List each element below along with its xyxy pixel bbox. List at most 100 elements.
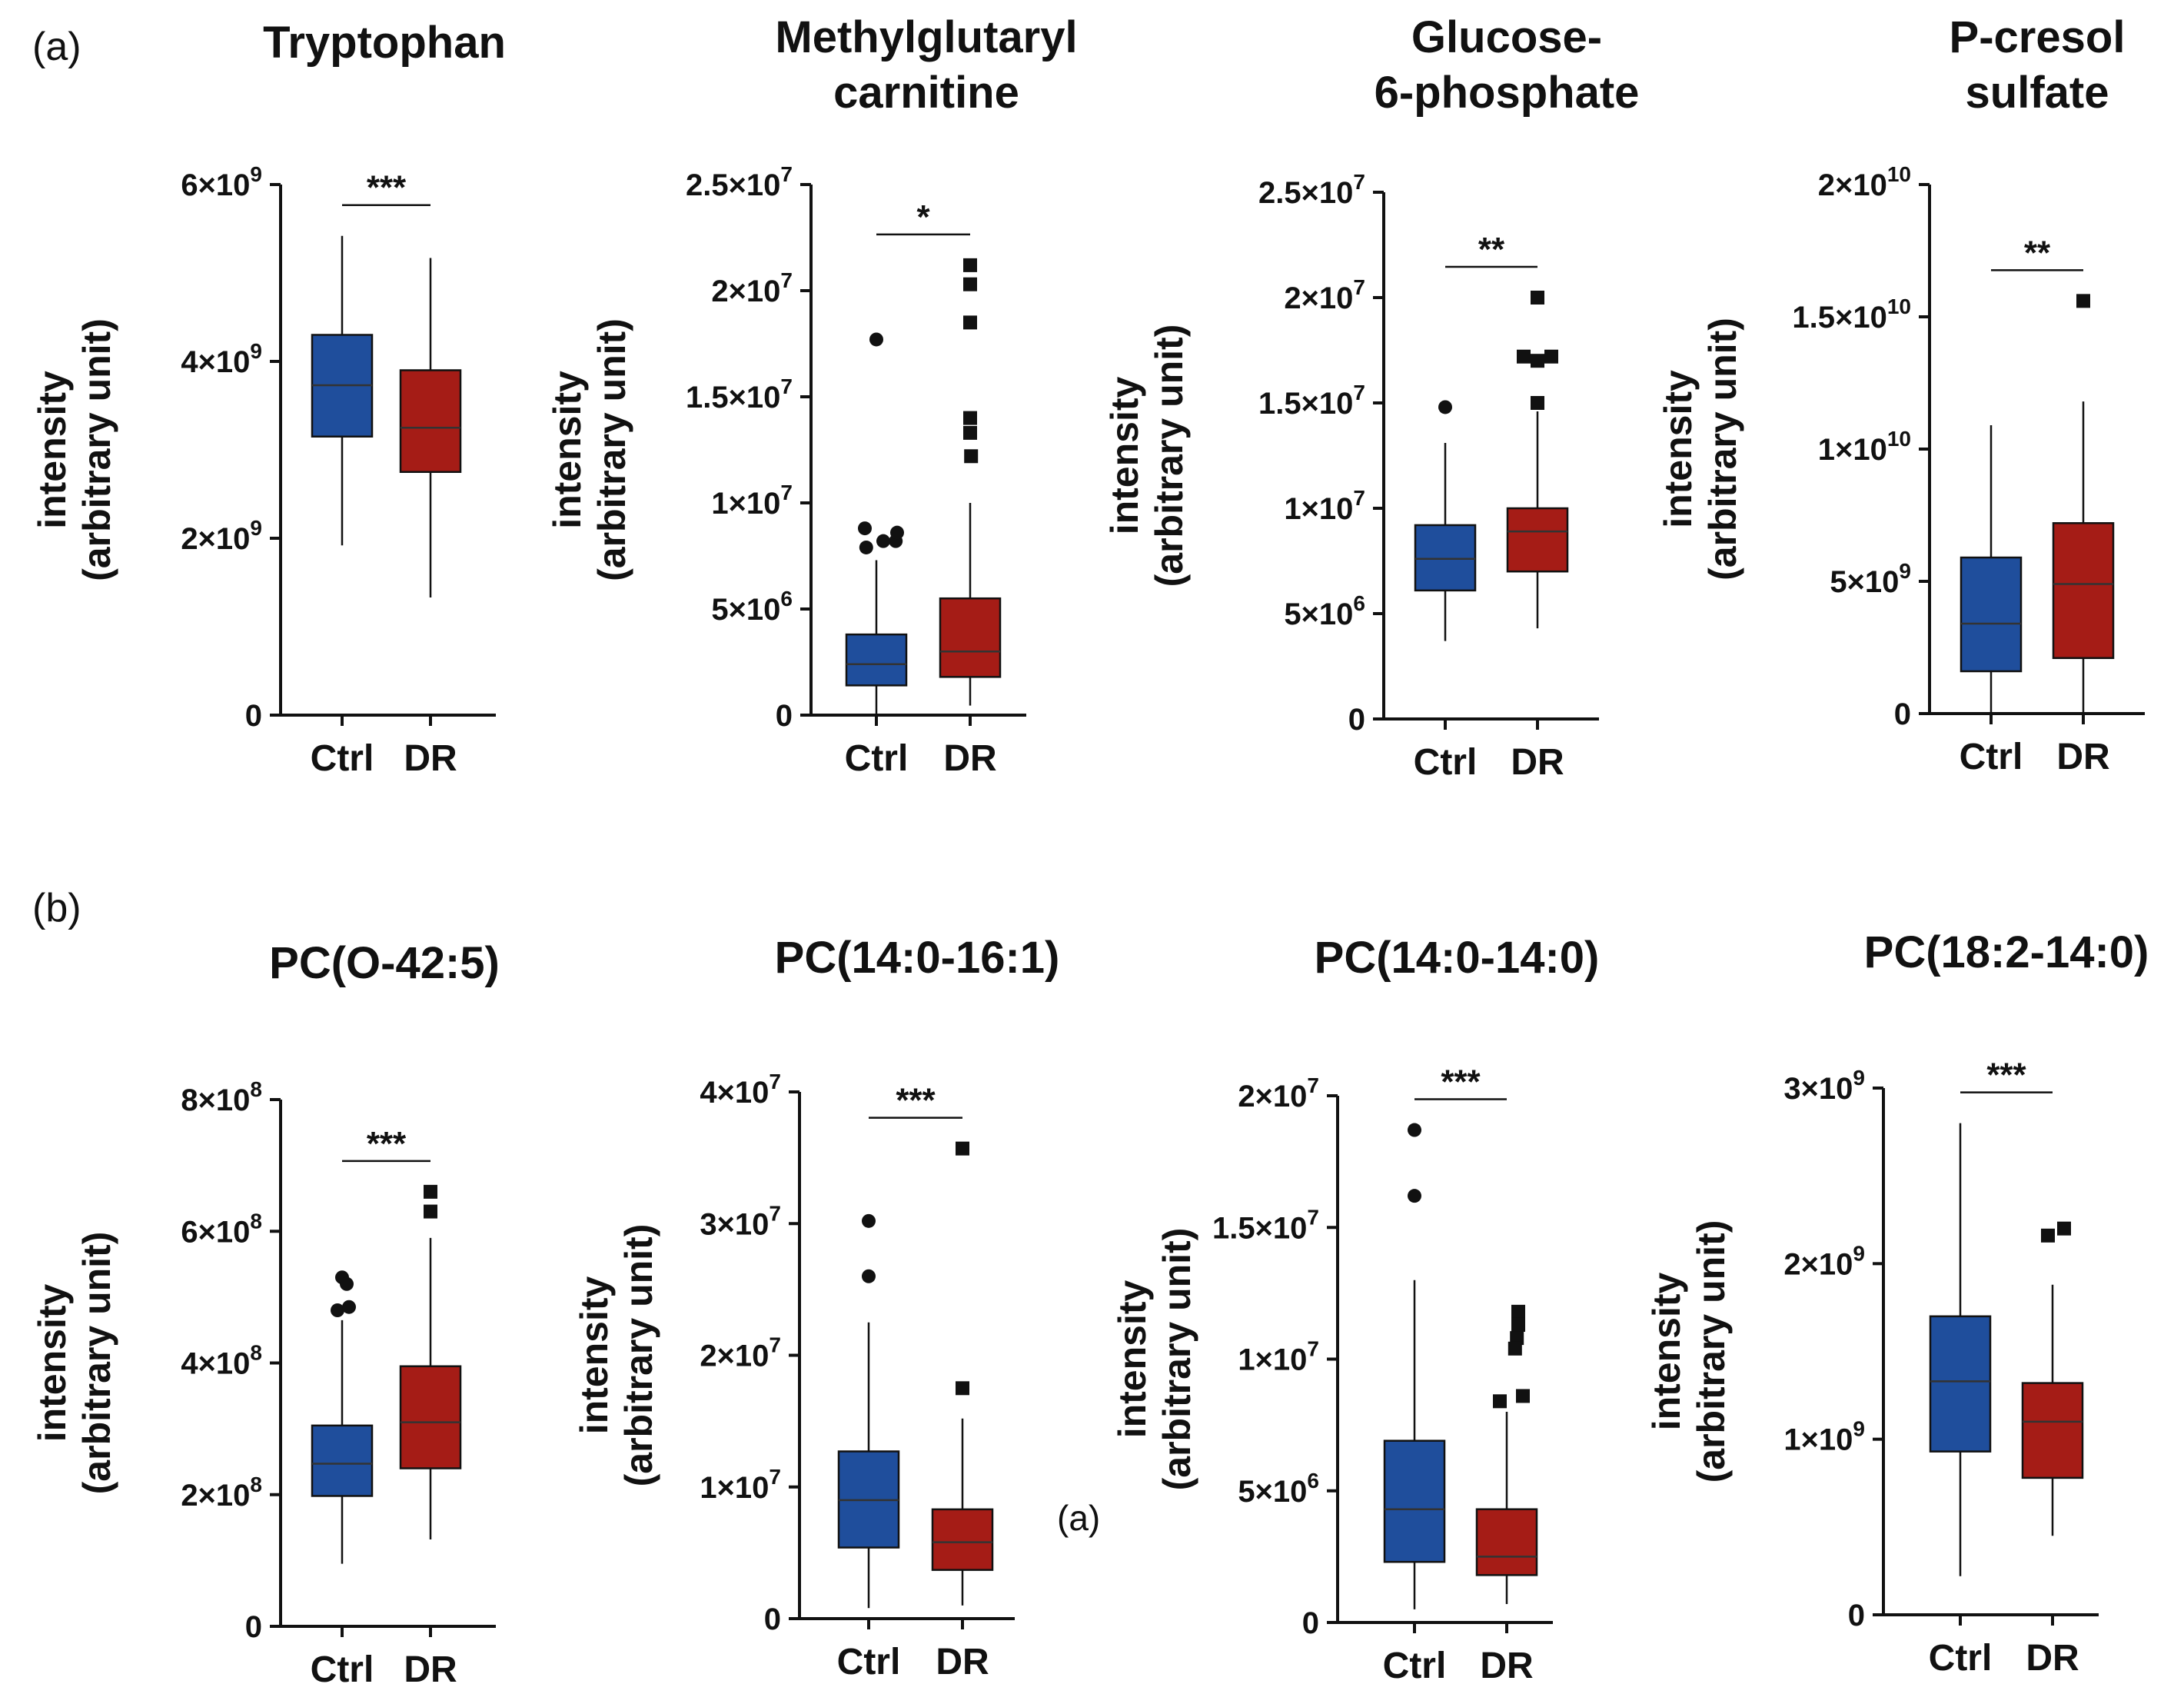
outlier-point: [1511, 1317, 1525, 1332]
plot-title-line: carnitine: [833, 68, 1019, 118]
box-ctrl: [311, 1424, 374, 1497]
box-ctrl: [1960, 556, 2023, 673]
y-tick-label: 0: [1894, 697, 1911, 731]
y-tick-label: 3×107: [700, 1201, 781, 1241]
y-axis-label-line: intensity: [573, 1276, 616, 1435]
box-dr: [1506, 507, 1569, 573]
significance-label: ***: [1986, 1057, 2026, 1094]
outlier-point: [890, 525, 904, 540]
y-tick-label: 6×108: [181, 1209, 262, 1249]
y-axis-label-line: (arbitrary unit): [590, 318, 633, 581]
outlier-point: [1493, 1394, 1507, 1409]
y-tick-label: 2×109: [181, 516, 262, 556]
significance-label: **: [1478, 231, 1505, 268]
y-tick-label: 0: [245, 1610, 262, 1644]
y-tick-label: 2.5×107: [1258, 170, 1365, 210]
boxplot-1: Tryptophan intensity (arbitrary unit) 0 2×10…: [31, 18, 506, 779]
outlier-point: [1531, 396, 1544, 410]
y-tick-label: 2×107: [700, 1333, 781, 1373]
panel-label-b: (b): [32, 886, 81, 930]
x-category-label: DR: [1511, 742, 1564, 783]
y-tick-label: 1×107: [700, 1465, 781, 1505]
outlier-point: [876, 534, 890, 548]
y-tick-label: 2.5×107: [686, 162, 793, 202]
outlier-point: [1511, 1304, 1525, 1319]
outlier-point: [1408, 1189, 1421, 1203]
x-category-label: Ctrl: [1929, 1638, 1993, 1679]
y-tick-label: 1.5×107: [1258, 381, 1365, 421]
significance-label: **: [2024, 234, 2051, 271]
outlier-point: [858, 521, 872, 536]
outlier-point: [956, 1381, 969, 1396]
box-dr: [399, 369, 462, 473]
outlier-point: [859, 540, 873, 554]
y-axis-label-line: (arbitrary unit): [617, 1224, 660, 1487]
y-axis-label-line: (arbitrary unit): [75, 1232, 118, 1495]
y-tick-label: 1×107: [711, 481, 793, 521]
y-tick-label: 2×107: [1284, 275, 1365, 315]
y-tick-label: 0: [1302, 1606, 1319, 1640]
plot-title-line: P-cresol: [1950, 12, 2126, 62]
boxplot-3: Glucose- 6-phosphate intensity (arbitrary u…: [1103, 12, 1639, 783]
y-axis-label-line: intensity: [1111, 1280, 1154, 1439]
plot-title-line: 6-phosphate: [1375, 68, 1640, 118]
outlier-point: [1517, 349, 1531, 364]
y-tick-label: 1.5×107: [1212, 1205, 1319, 1245]
stray-label: (a): [1057, 1498, 1100, 1538]
y-tick-label: 1×109: [1783, 1417, 1865, 1457]
y-tick-label: 1×107: [1284, 486, 1365, 526]
y-tick-label: 8×108: [181, 1077, 262, 1117]
outlier-point: [1531, 354, 1544, 368]
y-axis-label-line: (arbitrary unit): [1690, 1220, 1733, 1483]
y-tick-label: 2×108: [181, 1473, 262, 1513]
box-dr: [2052, 522, 2115, 660]
x-category-label: Ctrl: [311, 738, 374, 779]
outlier-point: [956, 1141, 969, 1156]
outlier-point: [340, 1276, 354, 1291]
significance-label: ***: [367, 169, 407, 207]
x-category-label: DR: [1480, 1646, 1533, 1686]
outlier-point: [342, 1300, 356, 1314]
x-category-label: Ctrl: [1414, 742, 1478, 783]
outlier-point: [424, 1184, 437, 1199]
significance-label: ***: [896, 1082, 936, 1120]
y-tick-label: 5×106: [1238, 1469, 1319, 1509]
y-axis-label-line: intensity: [546, 371, 589, 529]
y-axis-label-line: intensity: [31, 371, 74, 529]
boxplot-2: Methylglutaryl carnitine intensity (arbitra…: [546, 12, 1078, 779]
significance-label: *: [916, 198, 930, 236]
outlier-point: [963, 411, 977, 425]
box-dr: [931, 1508, 994, 1571]
panel-label-a: (a): [32, 25, 81, 69]
y-tick-label: 1.5×1010: [1792, 295, 1911, 334]
y-tick-label: 6×109: [181, 162, 262, 202]
outlier-point: [964, 449, 979, 464]
x-category-label: DR: [404, 1649, 457, 1690]
x-category-label: DR: [936, 1642, 989, 1682]
y-tick-label: 4×109: [181, 339, 262, 379]
plot-title-line: PC(18:2-14:0): [1864, 927, 2149, 977]
y-tick-label: 5×106: [711, 587, 793, 627]
x-category-label: DR: [404, 738, 457, 779]
y-axis-label-line: (arbitrary unit): [75, 318, 118, 581]
outlier-point: [1531, 291, 1544, 305]
box-dr: [399, 1365, 462, 1469]
plot-title-line: Glucose-: [1411, 12, 1602, 62]
y-axis-label-line: (arbitrary unit): [1701, 318, 1744, 581]
y-axis-label-line: intensity: [31, 1284, 74, 1443]
boxplot-8: PC(18:2-14:0) intensity (arbitrary unit) 0 1…: [1645, 927, 2149, 1679]
box-dr: [2021, 1382, 2084, 1479]
box-ctrl: [1383, 1439, 1446, 1563]
box-dr: [939, 597, 1002, 678]
y-tick-label: 2×107: [1238, 1073, 1319, 1113]
boxplot-5: PC(O-42:5) intensity (arbitrary unit) 0 2×10…: [31, 938, 500, 1690]
outlier-point: [963, 425, 977, 440]
outlier-point: [1516, 1389, 1530, 1403]
x-category-label: Ctrl: [845, 738, 909, 779]
outlier-point: [1510, 1331, 1524, 1346]
plot-title-line: Tryptophan: [263, 18, 506, 68]
y-tick-label: 0: [245, 699, 262, 733]
y-tick-label: 2×109: [1783, 1241, 1865, 1281]
